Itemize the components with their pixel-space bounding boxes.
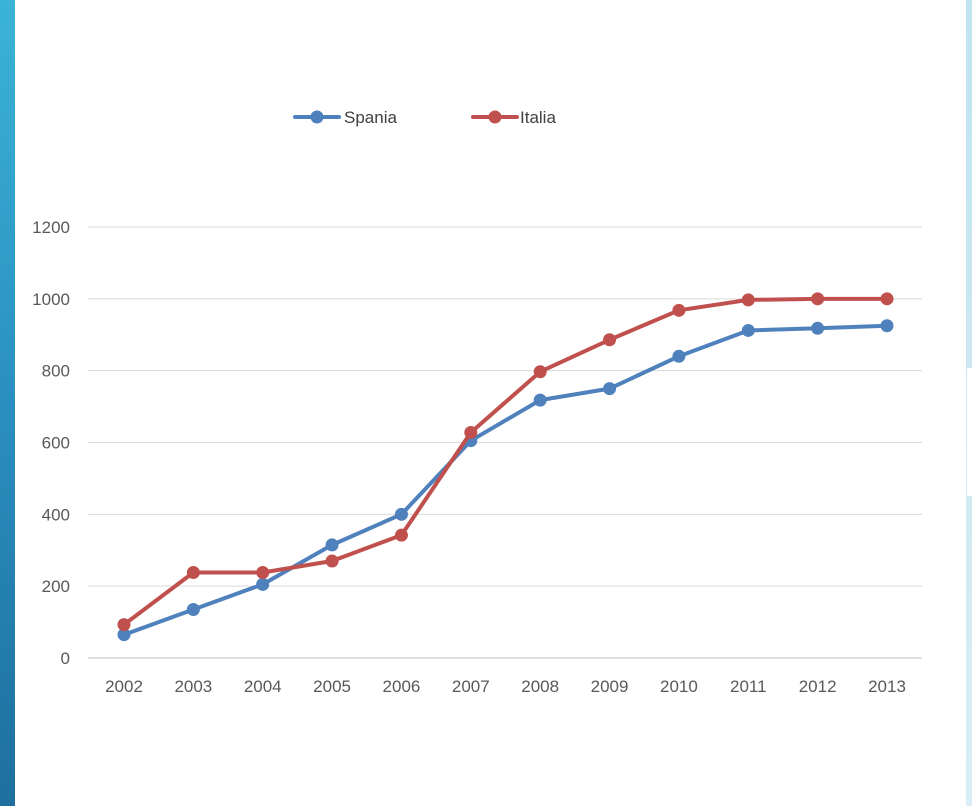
x-tick-label: 2003: [174, 677, 212, 696]
x-tick-label: 2009: [591, 677, 629, 696]
slide-right-notch: [967, 368, 972, 496]
legend-marker-italia: [488, 110, 502, 124]
legend-marker-spania: [310, 110, 324, 124]
y-tick-label: 1000: [32, 290, 70, 309]
data-point-italia: [741, 293, 755, 307]
y-axis-ticks: 0 200 400 600 800 1000 1200: [32, 218, 70, 668]
data-point-spania: [880, 319, 894, 333]
data-point-italia: [394, 528, 408, 542]
data-point-spania: [256, 577, 270, 591]
series-line-spania: [122, 323, 889, 637]
gridlines: [88, 226, 922, 659]
x-axis-ticks: 2002 2003 2004 2005 2006 2007 2008 2009 2010 2011…: [105, 677, 906, 696]
data-point-italia: [533, 365, 547, 379]
data-point-italia: [117, 618, 131, 632]
data-point-spania: [741, 323, 755, 337]
y-tick-label: 800: [42, 362, 70, 381]
data-point-spania: [672, 349, 686, 363]
slide-panel: [15, 0, 972, 806]
data-point-spania: [533, 393, 547, 407]
legend-label-spania: Spania: [344, 108, 397, 127]
data-point-spania: [811, 321, 825, 335]
x-tick-label: 2004: [244, 677, 282, 696]
data-point-spania: [603, 382, 617, 396]
data-point-spania: [394, 507, 408, 521]
data-point-italia: [186, 566, 200, 580]
data-point-italia: [811, 292, 825, 306]
x-tick-label: 2005: [313, 677, 351, 696]
data-point-spania: [325, 538, 339, 552]
y-tick-label: 0: [61, 649, 70, 668]
y-tick-label: 200: [42, 577, 70, 596]
x-tick-label: 2006: [383, 677, 421, 696]
series-line-italia: [122, 296, 889, 627]
data-point-italia: [672, 303, 686, 317]
data-point-spania: [186, 603, 200, 617]
data-point-italia: [880, 292, 894, 306]
x-tick-label: 2013: [868, 677, 906, 696]
x-tick-label: 2011: [730, 677, 767, 696]
y-tick-label: 1200: [32, 218, 70, 237]
x-tick-label: 2012: [799, 677, 837, 696]
data-point-italia: [464, 425, 478, 439]
data-point-italia: [256, 566, 270, 580]
series-layer: [117, 292, 894, 642]
y-tick-label: 600: [42, 434, 70, 453]
data-point-italia: [325, 554, 339, 568]
legend-label-italia: Italia: [520, 108, 556, 127]
x-tick-label: 2002: [105, 677, 143, 696]
legend: Spania Italia: [293, 108, 556, 127]
x-tick-label: 2008: [521, 677, 559, 696]
y-tick-label: 400: [42, 505, 70, 524]
x-tick-label: 2007: [452, 677, 490, 696]
x-tick-label: 2010: [660, 677, 698, 696]
data-point-spania: [117, 628, 131, 642]
data-point-italia: [603, 333, 617, 347]
